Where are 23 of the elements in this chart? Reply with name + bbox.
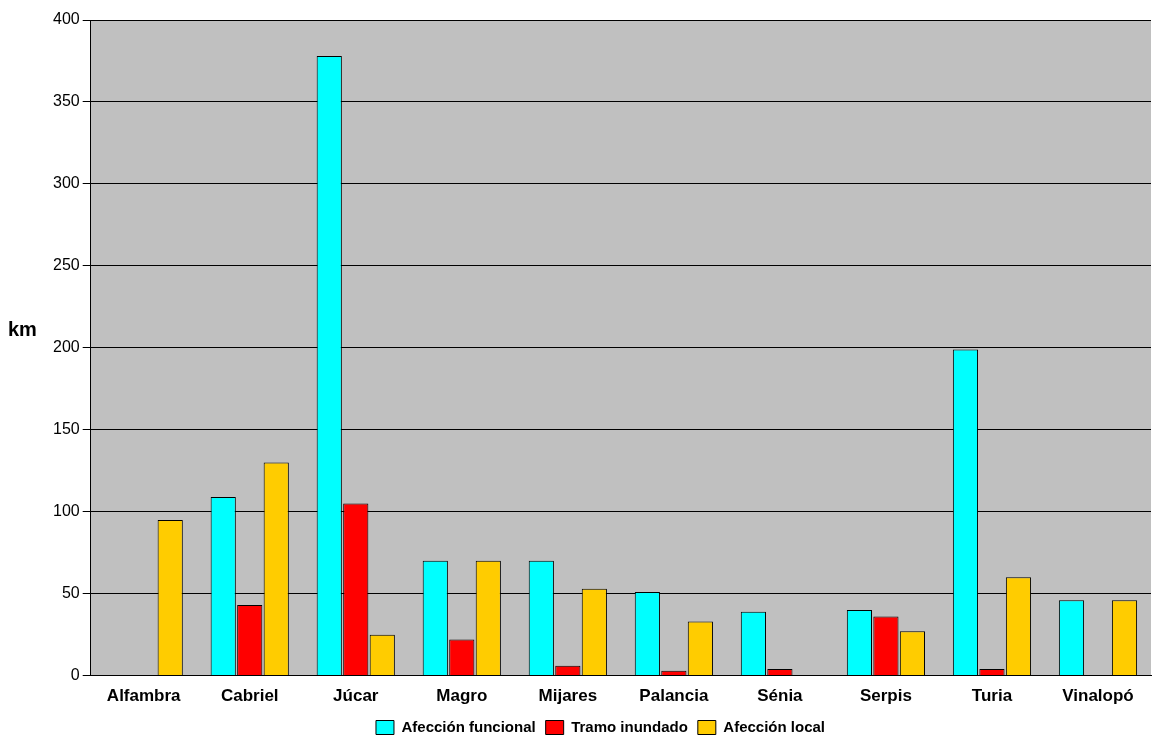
- x-tick-label: Júcar: [333, 686, 379, 706]
- y-tick-label: 350: [52, 92, 80, 110]
- x-tick-label: Cabriel: [220, 686, 279, 706]
- y-tick-label: 50: [61, 584, 80, 602]
- x-tick-label: Serpis: [859, 686, 912, 706]
- x-tick-label: Vinalopó: [1062, 686, 1134, 706]
- y-tick-label: 0: [70, 666, 80, 684]
- x-tick-label: Alfambra: [106, 686, 182, 706]
- legend-label: Afección local: [723, 717, 826, 735]
- y-tick-label: 200: [52, 338, 80, 356]
- legend-label: Tramo inundado: [571, 717, 688, 735]
- legend-label: Afección funcional: [401, 717, 536, 735]
- y-axis-title: km: [8, 318, 37, 341]
- x-tick-label: Mijares: [538, 686, 598, 706]
- y-tick-label: 250: [52, 256, 80, 274]
- y-tick-label: 400: [52, 10, 80, 28]
- x-tick-label: Sénia: [757, 686, 804, 706]
- x-tick-label: Palancia: [639, 686, 709, 706]
- y-tick-label: 100: [52, 502, 80, 520]
- x-tick-label: Turia: [971, 686, 1013, 706]
- y-tick-label: 150: [52, 420, 80, 438]
- y-tick-label: 300: [52, 174, 80, 192]
- x-tick-label: Magro: [436, 686, 488, 706]
